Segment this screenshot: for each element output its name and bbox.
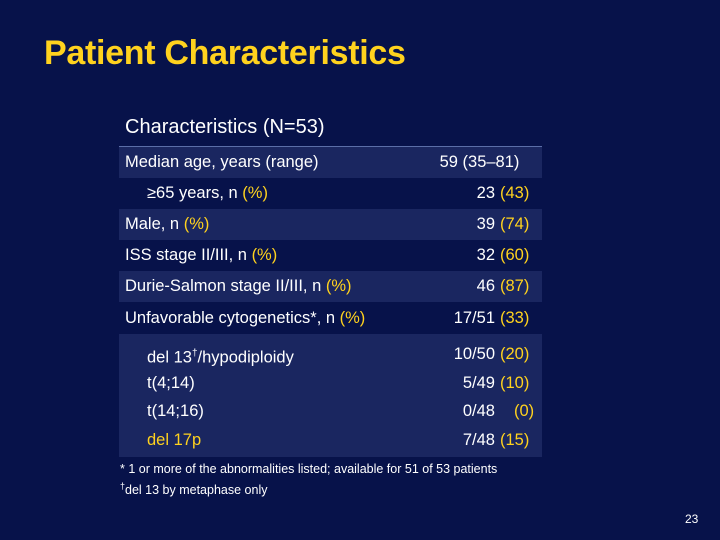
row-n: 23	[476, 184, 495, 202]
row-label: del 13†/hypodiploidy	[147, 340, 294, 372]
row-percent: (0)	[514, 402, 535, 420]
table-row: del 17p 7/48 (15)	[119, 426, 542, 455]
row-percent: (43)	[500, 184, 530, 202]
row-label: Durie-Salmon stage II/III, n (%)	[125, 271, 352, 302]
row-label: Unfavorable cytogenetics*, n (%)	[125, 302, 365, 334]
row-label-main: Durie-Salmon stage II/III, n	[125, 277, 326, 295]
row-label-main: Male, n	[125, 215, 184, 233]
table-header: Characteristics (N=53)	[119, 110, 542, 147]
footnote-2: †del 13 by metaphase only	[120, 478, 497, 499]
dagger-mark: †	[191, 348, 198, 359]
table-row: ≥65 years, n (%) 23 (43)	[119, 178, 542, 209]
row-percent: (33)	[500, 309, 530, 327]
footnote-2-text: del 13 by metaphase only	[125, 483, 268, 498]
row-label: Median age, years (range)	[125, 153, 319, 171]
row-label-unit: (%)	[339, 309, 366, 327]
row-n: 7/48	[462, 430, 495, 449]
table-row: Durie-Salmon stage II/III, n (%) 46 (87)	[119, 271, 542, 302]
table-row: Unfavorable cytogenetics*, n (%) 17/51 (…	[119, 302, 542, 334]
row-percent: (10)	[500, 373, 530, 392]
row-label-rest: /hypodiploidy	[197, 348, 294, 367]
row-n: 39	[476, 215, 495, 233]
row-label-unit: (%)	[183, 215, 210, 233]
row-label: ≥65 years, n (%)	[147, 178, 268, 209]
row-label-main: Unfavorable cytogenetics*, n	[125, 309, 340, 327]
footnotes: * 1 or more of the abnormalities listed;…	[120, 461, 497, 499]
row-label-unit: (%)	[325, 277, 352, 295]
table-row: ISS stage II/III, n (%) 32 (60)	[119, 240, 542, 271]
row-label: t(14;16)	[147, 402, 204, 420]
row-percent: (60)	[500, 246, 530, 264]
row-n: 0/48	[462, 402, 495, 420]
table-row: Male, n (%) 39 (74)	[119, 209, 542, 240]
row-percent: (15)	[500, 430, 530, 449]
row-value: 59 (35–81)	[439, 153, 520, 171]
row-n: 32	[476, 246, 495, 264]
row-label: t(4;14)	[147, 373, 195, 392]
table-row: Median age, years (range) 59 (35–81)	[119, 147, 542, 178]
row-label-unit: (%)	[251, 246, 278, 264]
row-label-main: ≥65 years, n	[147, 184, 243, 202]
row-n: 5/49	[462, 373, 495, 392]
row-label-main: ISS stage II/III, n	[125, 246, 252, 264]
table-row: del 13†/hypodiploidy 10/50 (20)	[119, 340, 542, 369]
table-row: t(14;16) 0/48 (0)	[119, 397, 542, 426]
row-label-unit: (%)	[242, 184, 268, 202]
dagger-mark: †	[120, 481, 126, 491]
characteristics-table: Characteristics (N=53) Median age, years…	[119, 110, 542, 457]
footnote-1: * 1 or more of the abnormalities listed;…	[120, 462, 498, 476]
row-n: 46	[476, 277, 495, 295]
row-percent: (20)	[500, 345, 530, 363]
page-number: 23	[685, 512, 699, 526]
row-label: ISS stage II/III, n (%)	[125, 240, 277, 271]
row-label: Male, n (%)	[125, 209, 209, 240]
row-label: del 17p	[147, 430, 202, 449]
row-percent: (87)	[500, 277, 530, 295]
row-label-main: del 13	[147, 348, 192, 367]
cytogenetics-subgroup: del 13†/hypodiploidy 10/50 (20) t(4;14) …	[119, 334, 542, 457]
row-n: 10/50	[453, 345, 495, 363]
table-row: t(4;14) 5/49 (10)	[119, 369, 542, 398]
row-n: 17/51	[453, 309, 495, 327]
slide-title: Patient Characteristics	[44, 34, 406, 72]
row-percent: (74)	[500, 215, 530, 233]
